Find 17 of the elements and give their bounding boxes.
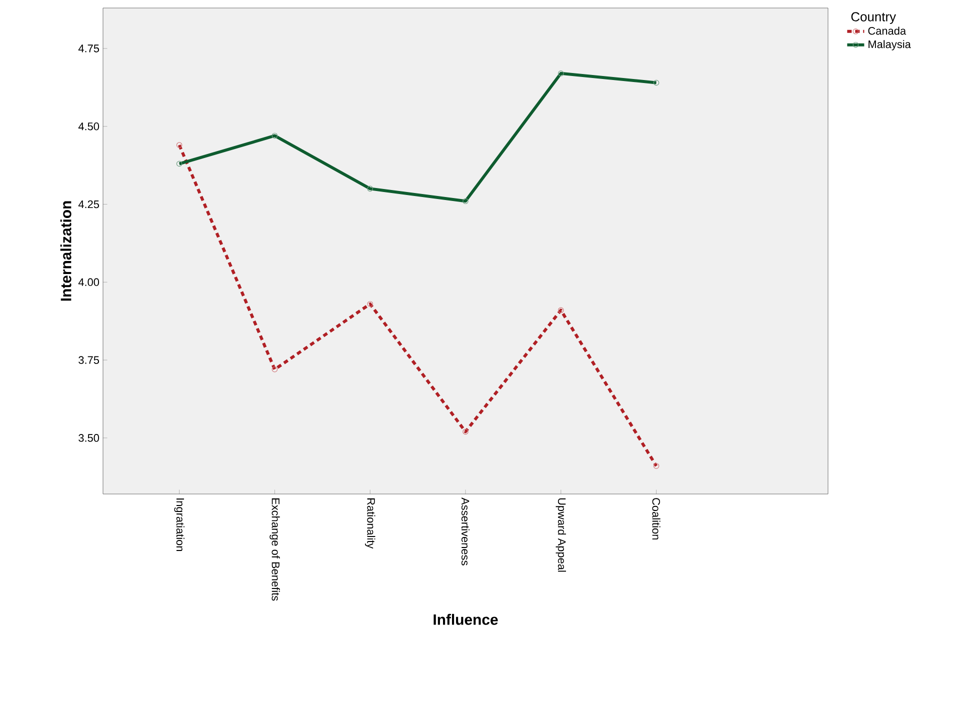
y-tick-label: 3.75 bbox=[78, 356, 100, 364]
x-tick-label: Coalition bbox=[652, 498, 660, 540]
legend-title: Country bbox=[851, 12, 896, 24]
x-tick-label: Assertiveness bbox=[461, 498, 470, 566]
legend-label: Canada bbox=[868, 26, 906, 35]
x-tick-label: Upward Appeal bbox=[556, 498, 566, 572]
y-axis-title: Internalization bbox=[60, 201, 72, 301]
y-tick-label: 4.00 bbox=[78, 278, 100, 286]
x-tick-label: Exchange of Benefits bbox=[270, 498, 280, 601]
y-tick-label: 3.50 bbox=[78, 434, 100, 442]
x-tick-label: Ingratiation bbox=[174, 498, 184, 552]
x-tick-label: Rationality bbox=[365, 498, 376, 549]
x-axis-title: Influence bbox=[434, 614, 498, 625]
y-tick-label: 4.75 bbox=[78, 44, 100, 52]
y-tick-label: 4.50 bbox=[78, 122, 100, 130]
y-tick-label: 4.25 bbox=[78, 200, 100, 208]
legend-label: Malaysia bbox=[868, 40, 911, 50]
